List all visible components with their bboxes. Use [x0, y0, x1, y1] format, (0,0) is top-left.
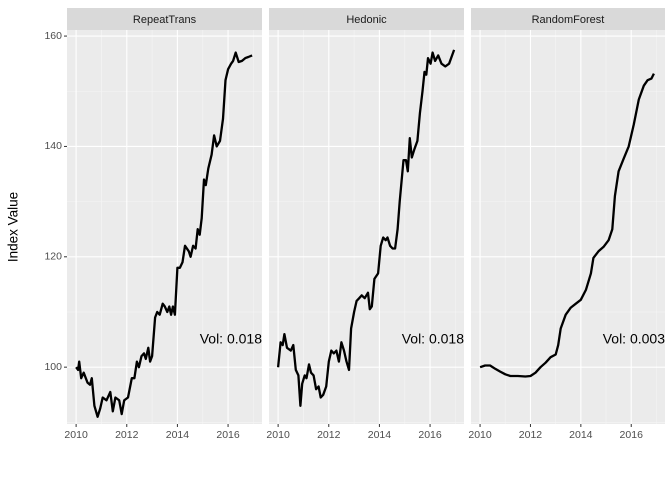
strip	[67, 8, 262, 30]
x-tick-label: 2014	[166, 429, 190, 441]
strip-label: RepeatTrans	[133, 14, 197, 26]
annotation: Vol: 0.018	[402, 331, 464, 347]
x-tick-label: 2012	[519, 429, 543, 441]
x-tick-label: 2016	[216, 429, 240, 441]
y-tick-label: 160	[44, 30, 62, 42]
annotation: Vol: 0.003	[603, 331, 665, 347]
y-tick-label: 100	[44, 361, 62, 373]
strip	[471, 8, 665, 30]
strip	[269, 8, 464, 30]
x-tick-label: 2012	[317, 429, 341, 441]
x-tick-label: 2010	[266, 429, 290, 441]
panel-background	[269, 30, 464, 424]
y-tick-label: 140	[44, 140, 62, 152]
x-tick-label: 2012	[115, 429, 139, 441]
x-tick-label: 2016	[620, 429, 644, 441]
x-tick-label: 2014	[368, 429, 392, 441]
x-tick-label: 2016	[418, 429, 442, 441]
panel-background	[67, 30, 262, 424]
strip-label: Hedonic	[346, 14, 387, 26]
line	[479, 73, 655, 378]
y-tick-label: 120	[44, 251, 62, 263]
line	[276, 49, 456, 407]
y-axis-title: Index Value	[6, 192, 21, 262]
annotation: Vol: 0.018	[200, 331, 262, 347]
x-tick-label: 2010	[64, 429, 88, 441]
strip-label: RandomForest	[532, 14, 605, 26]
panel-background	[471, 30, 665, 424]
x-tick-label: 2014	[569, 429, 593, 441]
x-tick-label: 2010	[468, 429, 492, 441]
line	[75, 51, 253, 418]
